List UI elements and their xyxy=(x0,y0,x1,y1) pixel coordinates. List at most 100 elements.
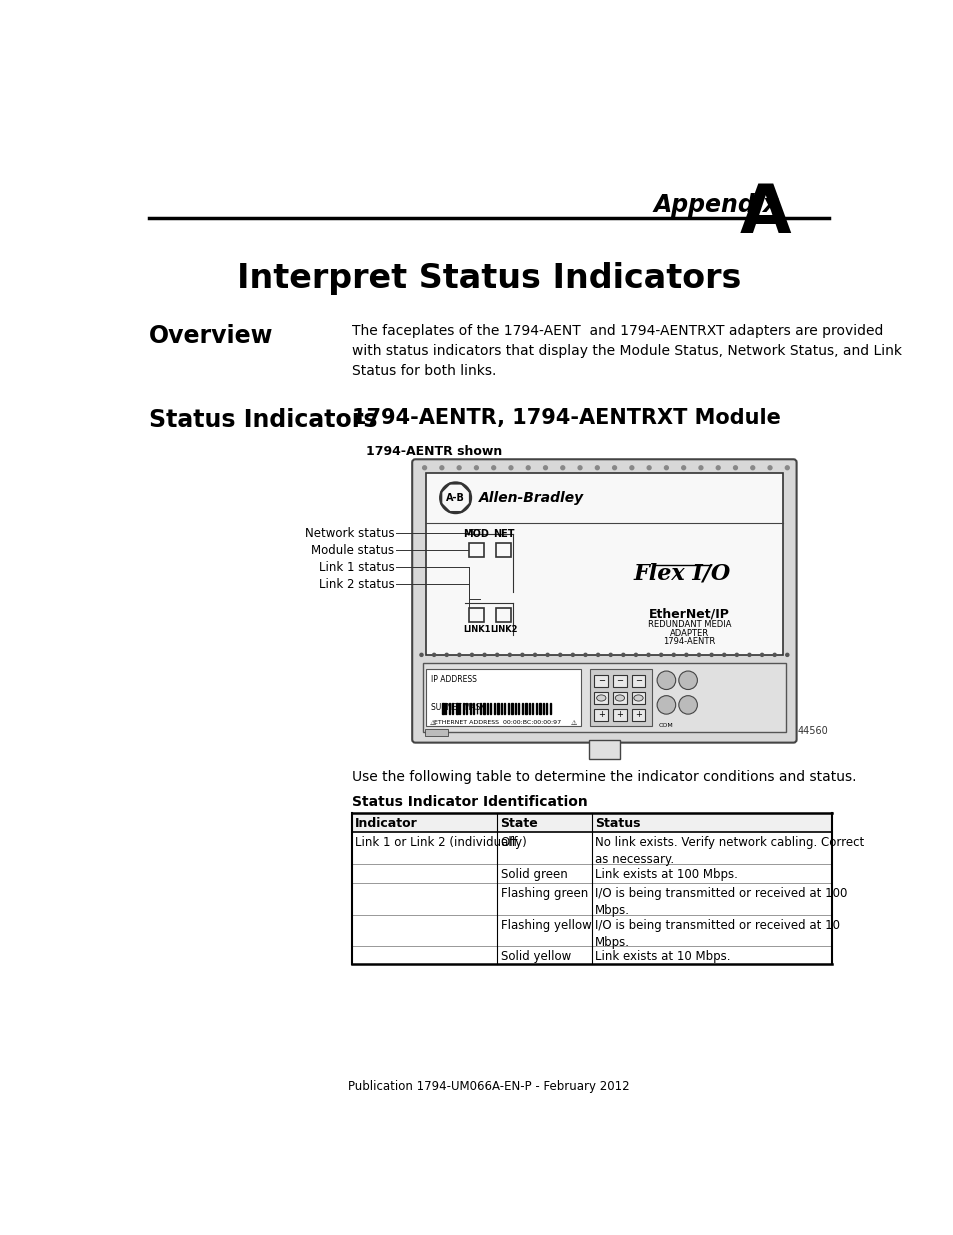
Circle shape xyxy=(785,653,788,656)
Bar xyxy=(588,740,619,758)
Text: Allen-Bradley: Allen-Bradley xyxy=(478,490,583,505)
Text: Status Indicators: Status Indicators xyxy=(149,409,376,432)
Circle shape xyxy=(482,653,486,656)
Text: 1794-AENTR: 1794-AENTR xyxy=(663,637,715,646)
Text: LINK2: LINK2 xyxy=(490,625,517,634)
Text: Publication 1794-UM066A-EN-P - February 2012: Publication 1794-UM066A-EN-P - February … xyxy=(348,1079,629,1093)
Circle shape xyxy=(508,653,511,656)
Text: EtherNet/IP: EtherNet/IP xyxy=(649,608,729,621)
Circle shape xyxy=(760,653,762,656)
Circle shape xyxy=(543,466,547,469)
Text: Link exists at 100 Mbps.: Link exists at 100 Mbps. xyxy=(595,868,738,881)
Circle shape xyxy=(526,466,530,469)
Text: A-B: A-B xyxy=(446,493,464,503)
Bar xyxy=(631,709,645,721)
Text: Flex I/O: Flex I/O xyxy=(633,562,730,584)
Text: COM: COM xyxy=(659,722,673,727)
Circle shape xyxy=(558,653,561,656)
Bar xyxy=(612,709,626,721)
Text: ⚠: ⚠ xyxy=(570,720,576,725)
Bar xyxy=(612,674,626,687)
Circle shape xyxy=(681,466,685,469)
Circle shape xyxy=(445,653,448,656)
Text: Interpret Status Indicators: Interpret Status Indicators xyxy=(236,262,740,295)
Bar xyxy=(496,608,511,621)
Circle shape xyxy=(784,466,788,469)
Text: Appendix: Appendix xyxy=(654,193,779,217)
Text: Flashing yellow: Flashing yellow xyxy=(500,919,591,932)
Circle shape xyxy=(634,653,637,656)
Text: Solid green: Solid green xyxy=(500,868,567,881)
Bar xyxy=(511,704,513,714)
Circle shape xyxy=(629,466,633,469)
Bar xyxy=(441,704,443,714)
Text: 1794-AENTR shown: 1794-AENTR shown xyxy=(365,445,501,458)
Bar xyxy=(422,662,785,732)
Bar xyxy=(594,692,608,704)
Circle shape xyxy=(609,653,612,656)
Circle shape xyxy=(750,466,754,469)
Circle shape xyxy=(596,653,599,656)
Circle shape xyxy=(578,466,581,469)
Circle shape xyxy=(747,653,750,656)
Text: MOD: MOD xyxy=(463,529,489,538)
Text: Status: Status xyxy=(595,816,639,830)
Circle shape xyxy=(664,466,668,469)
Ellipse shape xyxy=(633,695,642,701)
Text: 1794-AENTR, 1794-AENTRXT Module: 1794-AENTR, 1794-AENTRXT Module xyxy=(352,409,780,429)
Circle shape xyxy=(491,466,496,469)
Circle shape xyxy=(520,653,523,656)
Circle shape xyxy=(439,483,471,514)
Bar xyxy=(538,704,540,714)
Circle shape xyxy=(612,466,616,469)
Bar xyxy=(594,674,608,687)
Text: Network status: Network status xyxy=(304,526,394,540)
Bar xyxy=(352,814,831,832)
Circle shape xyxy=(545,653,549,656)
Circle shape xyxy=(722,653,725,656)
Circle shape xyxy=(419,653,422,656)
Bar xyxy=(456,704,457,714)
Text: The faceplates of the 1794-AENT  and 1794-AENTRXT adapters are provided
with sta: The faceplates of the 1794-AENT and 1794… xyxy=(352,324,901,378)
Circle shape xyxy=(767,466,771,469)
Text: Module status: Module status xyxy=(311,543,394,557)
Circle shape xyxy=(684,653,687,656)
Circle shape xyxy=(657,695,675,714)
Circle shape xyxy=(533,653,536,656)
Text: No link exists. Verify network cabling. Correct
as necessary.: No link exists. Verify network cabling. … xyxy=(595,836,863,866)
Text: +: + xyxy=(598,710,604,720)
Bar xyxy=(496,543,511,557)
Text: State: State xyxy=(500,816,537,830)
Circle shape xyxy=(699,466,702,469)
Text: I/O is being transmitted or received at 10
Mbps.: I/O is being transmitted or received at … xyxy=(595,919,840,948)
Text: A: A xyxy=(739,180,790,247)
Circle shape xyxy=(509,466,513,469)
Text: ⚠: ⚠ xyxy=(429,720,435,725)
Circle shape xyxy=(457,653,460,656)
Text: −: − xyxy=(635,677,641,685)
Circle shape xyxy=(646,653,649,656)
Circle shape xyxy=(735,653,738,656)
Bar xyxy=(594,709,608,721)
Text: Solid yellow: Solid yellow xyxy=(500,950,570,963)
Bar xyxy=(497,704,498,714)
Circle shape xyxy=(496,653,498,656)
Circle shape xyxy=(595,466,598,469)
Circle shape xyxy=(470,653,473,656)
Text: I/O is being transmitted or received at 100
Mbps.: I/O is being transmitted or received at … xyxy=(595,887,846,916)
Text: −: − xyxy=(598,677,604,685)
Text: Use the following table to determine the indicator conditions and status.: Use the following table to determine the… xyxy=(352,771,856,784)
Bar xyxy=(483,704,485,714)
Text: Overview: Overview xyxy=(149,324,273,348)
Text: Flashing green: Flashing green xyxy=(500,887,587,899)
Ellipse shape xyxy=(596,695,605,701)
Bar xyxy=(426,668,580,726)
Circle shape xyxy=(432,653,436,656)
Bar xyxy=(469,704,471,714)
Circle shape xyxy=(697,653,700,656)
Bar xyxy=(612,692,626,704)
Text: LINK1: LINK1 xyxy=(462,625,490,634)
Circle shape xyxy=(439,466,443,469)
Circle shape xyxy=(621,653,624,656)
Circle shape xyxy=(679,695,697,714)
